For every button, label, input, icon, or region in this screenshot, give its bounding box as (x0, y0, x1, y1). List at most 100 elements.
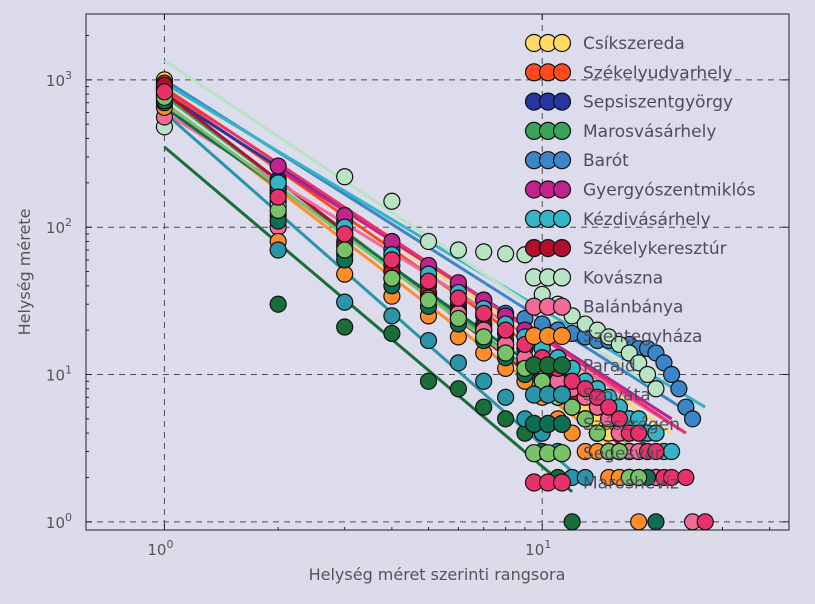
point-parajd (449, 380, 468, 398)
point-segesvar (610, 442, 628, 461)
legend-item-szovata: Szováta (524, 385, 651, 406)
legend-label: Székelykeresztúr (583, 239, 727, 259)
legend-marker (552, 326, 572, 346)
legend-label: Szováta (583, 386, 651, 406)
y-tick-label: 103 (46, 69, 72, 90)
legend-marker (552, 473, 572, 492)
point-marosheviz (336, 225, 354, 243)
y-tick-label: 100 (46, 511, 72, 532)
point-szovata (383, 307, 401, 325)
legend-label: Szentegyháza (583, 327, 702, 347)
point-barot (662, 365, 681, 384)
legend-label: Gyergyószentmiklós (583, 181, 756, 201)
point-kovaszna (475, 243, 493, 261)
legend-item-barot: Barót (524, 151, 629, 171)
point-szovata (449, 354, 468, 372)
legend-item-marosvasarhely: Marosvásárhely (524, 121, 716, 142)
point-parajd (497, 410, 515, 428)
point-szovata (419, 331, 438, 350)
point-marosheviz (677, 468, 695, 487)
fit-line-parajd (163, 145, 574, 493)
legend-marker (552, 356, 572, 375)
point-szovata (576, 468, 594, 487)
legend-item-gyergyoszentmiklos: Gyergyószentmiklós (524, 180, 756, 201)
point-marosheviz (419, 272, 438, 290)
legend-label: Barót (583, 151, 629, 171)
legend-marker (552, 92, 572, 111)
point-szovata (336, 293, 354, 311)
legend-marker (552, 297, 572, 316)
y-tick-label: 101 (46, 364, 72, 385)
legend-item-parajd: Parajd (524, 356, 636, 376)
legend-item-szekelykeresztur: Székelykeresztúr (524, 239, 727, 259)
legend-item-szaszregen: Szászrégen (524, 414, 680, 435)
point-segesvar (383, 269, 401, 287)
y-axis-label: Helység mérete (15, 209, 34, 336)
point-marosheviz (647, 442, 665, 461)
point-marosheviz (588, 388, 607, 406)
legend-item-szekelyudvarhely: Székelyudvarhely (524, 63, 732, 83)
point-marosheviz (475, 304, 493, 322)
legend-label: Maroshévíz (583, 474, 679, 494)
point-szovata (497, 388, 515, 406)
legend-marker (552, 239, 572, 258)
point-segesvar (630, 468, 648, 487)
point-parajd (383, 324, 401, 343)
x-tick-label: 101 (525, 538, 551, 559)
point-segesvar (336, 241, 354, 259)
point-segesvar (419, 291, 438, 309)
point-szovata (475, 372, 493, 390)
point-marosheviz (269, 188, 287, 206)
legend-marker (552, 385, 572, 404)
legend: Csíkszereda Székelyudvarhely Sepsiszentgyö… (524, 33, 756, 494)
point-marosheviz (696, 513, 714, 531)
legend-item-balanbanya: Balánbánya (524, 297, 683, 318)
legend-item-marosheviz: Maroshévíz (524, 473, 679, 494)
point-kezdivasarhely (662, 442, 681, 461)
point-kovaszna (630, 354, 648, 372)
legend-marker (552, 180, 572, 199)
point-kezdivasarhely (269, 174, 287, 192)
point-marosheviz (630, 424, 648, 442)
legend-item-csikszereda: Csíkszereda (524, 33, 685, 54)
point-gyergyoszentmiklos (269, 157, 287, 175)
legend-marker (552, 268, 572, 287)
point-barot (683, 410, 702, 428)
point-marosheviz (563, 372, 581, 390)
x-tick-label: 100 (147, 538, 173, 559)
point-marosheviz (449, 289, 468, 307)
point-marosheviz (600, 398, 618, 416)
legend-label: Kovászna (583, 268, 663, 288)
point-barot (670, 380, 688, 398)
point-kovaszna (419, 232, 438, 251)
legend-label: Marosvásárhely (583, 122, 716, 142)
point-segesvar (576, 410, 594, 428)
legend-marker (552, 414, 572, 433)
point-marosheviz (155, 83, 174, 101)
legend-label: Parajd (583, 356, 636, 376)
legend-label: Sepsiszentgyörgy (583, 93, 733, 113)
point-segesvar (588, 424, 607, 442)
point-kovaszna (497, 245, 515, 263)
legend-label: Szászrégen (583, 415, 680, 435)
legend-marker (552, 209, 572, 228)
point-parajd (269, 295, 287, 313)
point-kezdivasarhely (647, 424, 665, 442)
legend-item-sepsiszentgyorgy: Sepsiszentgyörgy (524, 92, 733, 113)
point-parajd (563, 513, 581, 531)
point-parajd (475, 398, 493, 416)
y-tick-label: 102 (46, 216, 72, 237)
axis-ticks: 100101102100101102103 (46, 14, 789, 559)
x-axis-label: Helység méret szerinti rangsora (309, 565, 566, 584)
point-marosheviz (610, 410, 628, 428)
legend-item-kovaszna: Kovászna (524, 268, 663, 288)
legend-item-kezdivasarhely: Kézdivásárhely (524, 209, 711, 230)
legend-label: Balánbánya (583, 298, 683, 318)
legend-label: Segesvár (583, 444, 662, 464)
legend-marker (552, 151, 572, 170)
point-marosheviz (383, 251, 401, 269)
point-kovaszna (383, 192, 401, 210)
point-segesvar (563, 398, 581, 416)
point-kovaszna (647, 380, 665, 398)
